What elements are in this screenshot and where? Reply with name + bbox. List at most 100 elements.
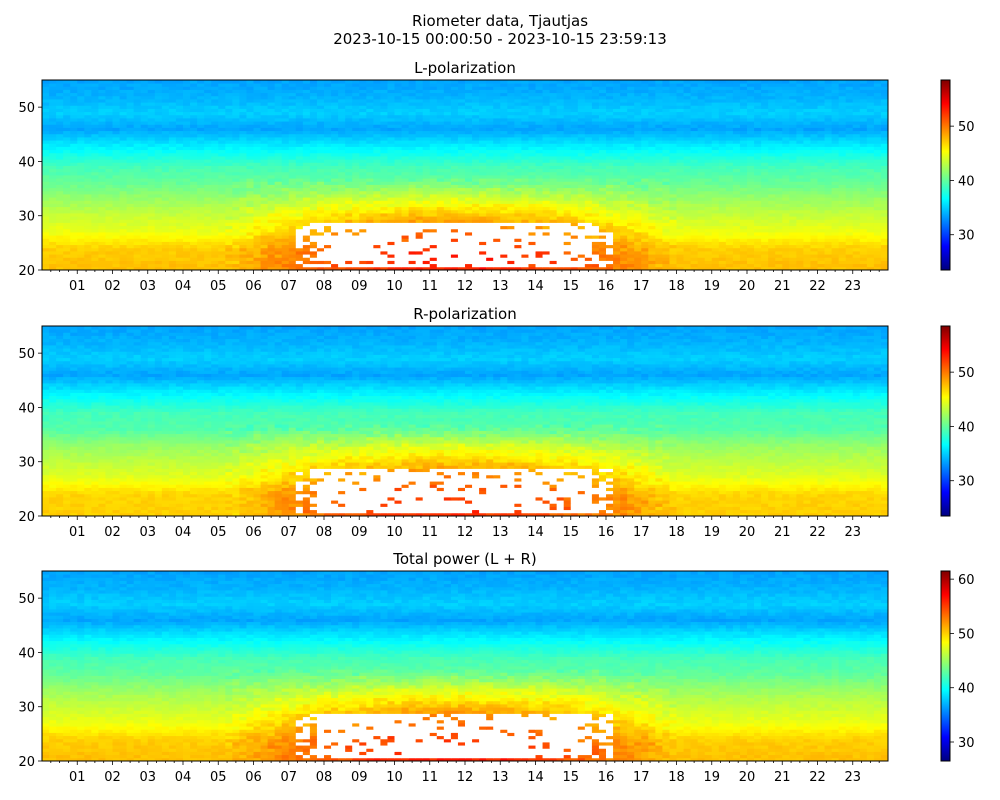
heatmap-cell	[310, 254, 317, 258]
heatmap-cell	[359, 264, 366, 268]
heatmap-cell	[296, 175, 303, 179]
heatmap-cell	[846, 235, 853, 239]
heatmap-cell	[669, 175, 676, 179]
heatmap-cell	[162, 264, 169, 268]
heatmap-cell	[705, 175, 712, 179]
heatmap-cell	[373, 251, 380, 255]
heatmap-cell	[550, 232, 557, 236]
heatmap-cell	[782, 197, 789, 201]
heatmap-cell	[409, 194, 416, 198]
heatmap-cell	[190, 245, 197, 249]
heatmap-cell	[514, 242, 521, 246]
heatmap-cell	[113, 223, 120, 227]
heatmap-cell	[832, 204, 839, 208]
heatmap-cell	[641, 159, 648, 163]
heatmap-cell	[197, 178, 204, 182]
heatmap-cell	[70, 248, 77, 252]
heatmap-cell	[42, 147, 49, 151]
heatmap-cell	[698, 156, 705, 160]
heatmap-cell	[91, 153, 98, 157]
heatmap-cell	[254, 219, 261, 223]
heatmap-cell	[246, 213, 253, 217]
heatmap-cell	[113, 143, 120, 147]
heatmap-cell	[218, 223, 225, 227]
heatmap-cell	[500, 162, 507, 166]
heatmap-cell	[148, 245, 155, 249]
heatmap-cell	[507, 210, 514, 214]
heatmap-cell	[113, 172, 120, 176]
heatmap-cell	[282, 185, 289, 189]
heatmap-cell	[141, 242, 148, 246]
heatmap-cell	[853, 143, 860, 147]
heatmap-cell	[860, 232, 867, 236]
heatmap-cell	[634, 232, 641, 236]
heatmap-cell	[648, 251, 655, 255]
heatmap-cell	[148, 238, 155, 242]
heatmap-cell	[402, 200, 409, 204]
heatmap-cell	[275, 238, 282, 242]
heatmap-cell	[599, 248, 606, 252]
heatmap-cell	[768, 175, 775, 179]
heatmap-cell	[691, 254, 698, 258]
heatmap-cell	[550, 235, 557, 239]
heatmap-cell	[655, 166, 662, 170]
heatmap-cell	[606, 194, 613, 198]
heatmap-cell	[528, 188, 535, 192]
heatmap-cell	[613, 181, 620, 185]
heatmap-cell	[239, 181, 246, 185]
heatmap-cell	[296, 204, 303, 208]
heatmap-cell	[825, 235, 832, 239]
heatmap-cell	[303, 261, 310, 265]
heatmap-cell	[98, 264, 105, 268]
heatmap-cell	[120, 147, 127, 151]
heatmap-cell	[387, 210, 394, 214]
heatmap-cell	[521, 194, 528, 198]
heatmap-cell	[698, 235, 705, 239]
heatmap-cell	[56, 261, 63, 265]
heatmap-cell	[486, 223, 493, 227]
heatmap-cell	[380, 210, 387, 214]
heatmap-cell	[42, 204, 49, 208]
heatmap-cell	[324, 162, 331, 166]
heatmap-cell	[846, 210, 853, 214]
heatmap-cell	[232, 264, 239, 268]
heatmap-cell	[754, 140, 761, 144]
heatmap-cell	[550, 140, 557, 144]
heatmap-cell	[430, 238, 437, 242]
heatmap-cell	[296, 200, 303, 204]
heatmap-cell	[338, 251, 345, 255]
heatmap-cell	[395, 264, 402, 268]
heatmap-cell	[825, 232, 832, 236]
heatmap-cell	[204, 137, 211, 141]
heatmap-cell	[190, 191, 197, 195]
heatmap-cell	[698, 223, 705, 227]
heatmap-cell	[853, 181, 860, 185]
heatmap-cell	[839, 185, 846, 189]
heatmap-cell	[839, 235, 846, 239]
heatmap-cell	[564, 143, 571, 147]
heatmap-cell	[465, 143, 472, 147]
heatmap-cell	[846, 181, 853, 185]
heatmap-cell	[789, 162, 796, 166]
heatmap-cell	[627, 257, 634, 261]
heatmap-cell	[528, 178, 535, 182]
heatmap-cell	[176, 169, 183, 173]
heatmap-cell	[70, 229, 77, 233]
heatmap-cell	[789, 235, 796, 239]
heatmap-cell	[789, 248, 796, 252]
heatmap-cell	[550, 175, 557, 179]
heatmap-cell	[514, 197, 521, 201]
heatmap-cell	[620, 140, 627, 144]
heatmap-cell	[698, 219, 705, 223]
heatmap-cell	[761, 264, 768, 268]
heatmap-cell	[366, 162, 373, 166]
heatmap-cell	[310, 137, 317, 141]
heatmap-cell	[599, 194, 606, 198]
heatmap-cell	[698, 166, 705, 170]
heatmap-cell	[338, 210, 345, 214]
heatmap-cell	[536, 254, 543, 258]
heatmap-cell	[331, 242, 338, 246]
heatmap-cell	[84, 188, 91, 192]
heatmap-cell	[155, 200, 162, 204]
heatmap-cell	[846, 156, 853, 160]
